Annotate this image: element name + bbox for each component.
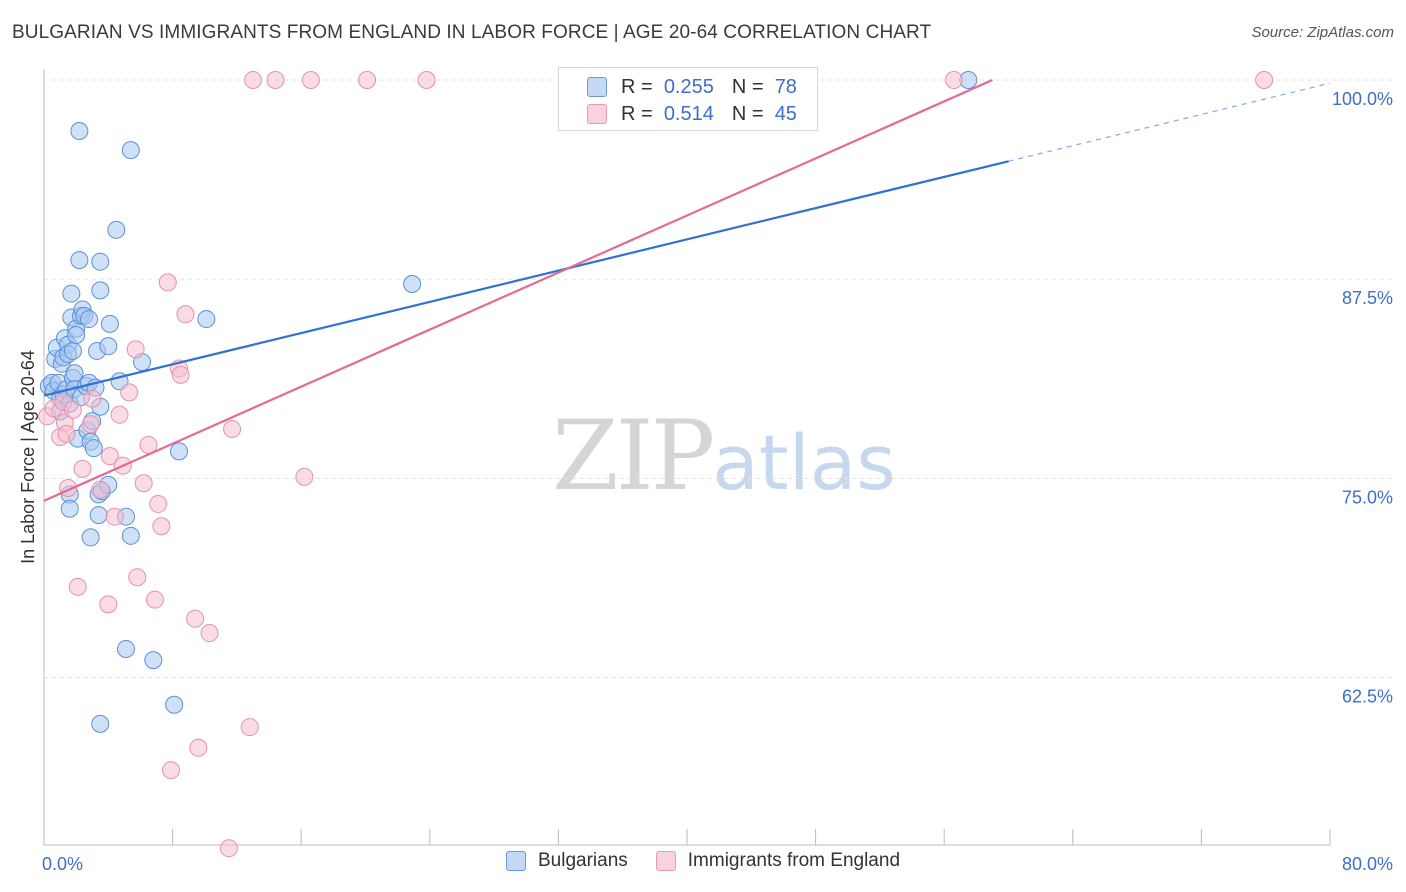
england-point xyxy=(223,420,242,439)
england-point xyxy=(110,405,129,424)
legend-item-england: Immigrants from England xyxy=(655,850,901,872)
england-point xyxy=(240,718,259,737)
bulgarian-point xyxy=(121,141,140,160)
chart-title: BULGARIAN VS IMMIGRANTS FROM ENGLAND IN … xyxy=(12,22,932,43)
england-point xyxy=(176,305,195,324)
bulgarian-point xyxy=(121,526,140,545)
bulgarian-point xyxy=(91,714,110,733)
england-point xyxy=(1255,71,1274,89)
england-point xyxy=(99,595,118,614)
england-point xyxy=(134,474,153,493)
england-point xyxy=(417,71,436,89)
bulgarian-point xyxy=(100,314,119,333)
bulgarian-point xyxy=(107,220,126,239)
england-point xyxy=(243,71,262,89)
england-point xyxy=(57,424,76,443)
bulgarian-point xyxy=(197,310,216,329)
england-point xyxy=(100,447,119,466)
bulgarian-point xyxy=(144,651,163,670)
england-point xyxy=(128,568,147,587)
england-trendline xyxy=(43,78,993,502)
bulgarian-point xyxy=(81,528,100,547)
pink-swatch-icon xyxy=(655,851,676,871)
y-tick-label: 100.0% xyxy=(1332,89,1393,109)
england-point xyxy=(158,273,177,292)
x-tick-label: 80.0% xyxy=(1342,854,1393,874)
bulgarian-point xyxy=(84,439,103,458)
y-tick-label: 87.5% xyxy=(1342,288,1393,308)
england-point xyxy=(126,340,145,359)
bulgarian-point xyxy=(165,695,184,714)
blue-swatch-icon xyxy=(505,851,526,871)
bulgarian-point xyxy=(70,251,89,270)
y-tick-label: 75.0% xyxy=(1342,487,1393,507)
england-point xyxy=(149,494,168,513)
r-label: R = xyxy=(621,75,653,98)
legend-row-bulgarians: R = 0.255 N = 78 xyxy=(587,74,797,100)
bulgarian-point xyxy=(99,337,118,356)
bulgarians-trendline xyxy=(43,160,1009,397)
bulgarian-point xyxy=(89,506,108,525)
legend-row-england: R = 0.514 N = 45 xyxy=(587,101,797,127)
bulgarian-point xyxy=(170,442,189,461)
england-point xyxy=(944,71,963,89)
england-point xyxy=(301,71,320,89)
pink-swatch-icon xyxy=(587,104,607,124)
england-point xyxy=(91,480,110,499)
bulgarian-point xyxy=(62,284,81,303)
watermark: ZIPatlas xyxy=(552,400,896,512)
bulgarian-point xyxy=(70,122,89,140)
bulgarians-trendline-extension xyxy=(1008,82,1331,162)
n-value: 45 xyxy=(774,102,797,125)
england-point xyxy=(68,577,87,596)
england-point xyxy=(152,517,171,536)
source-label: Source: ZipAtlas.com xyxy=(1251,24,1394,41)
series-legend: Bulgarians Immigrants from England xyxy=(0,850,1406,872)
watermark-atlas: atlas xyxy=(712,418,896,507)
england-point xyxy=(63,400,82,419)
bulgarian-point xyxy=(80,310,99,329)
bulgarian-point xyxy=(60,499,79,518)
england-point xyxy=(219,839,238,858)
bulgarian-point xyxy=(116,639,135,658)
legend-label-england: Immigrants from England xyxy=(687,850,901,871)
y-axis-label: In Labor Force | Age 20-64 xyxy=(18,350,38,564)
bulgarian-point xyxy=(63,341,82,360)
england-point xyxy=(189,738,208,757)
england-point xyxy=(200,624,219,643)
england-point xyxy=(295,467,314,486)
blue-swatch-icon xyxy=(587,77,607,97)
england-point xyxy=(186,609,205,628)
bulgarian-point xyxy=(91,281,110,300)
y-tick-label: 62.5% xyxy=(1342,687,1393,707)
bulgarian-point xyxy=(91,252,110,271)
england-point xyxy=(81,415,100,434)
r-value: 0.514 xyxy=(663,102,714,125)
correlation-legend: R = 0.255 N = 78 R = 0.514 N = 45 xyxy=(558,67,818,131)
bulgarian-point xyxy=(67,326,86,344)
england-point xyxy=(171,365,190,384)
legend-label-bulgarians: Bulgarians xyxy=(537,850,628,871)
england-point xyxy=(105,507,124,526)
r-label: R = xyxy=(621,102,653,125)
england-point xyxy=(358,71,377,89)
england-point xyxy=(161,761,180,780)
n-value: 78 xyxy=(774,75,797,98)
england-point xyxy=(83,389,102,408)
england-point xyxy=(266,71,285,89)
england-point xyxy=(145,590,164,609)
legend-item-bulgarians: Bulgarians xyxy=(505,850,628,872)
n-label: N = xyxy=(731,102,764,125)
watermark-zip: ZIP xyxy=(552,400,715,512)
england-point xyxy=(120,383,139,402)
r-value: 0.255 xyxy=(663,75,714,98)
n-label: N = xyxy=(731,75,764,98)
bulgarian-point xyxy=(403,275,422,293)
england-point xyxy=(73,459,92,478)
x-tick-label: 0.0% xyxy=(42,854,83,874)
